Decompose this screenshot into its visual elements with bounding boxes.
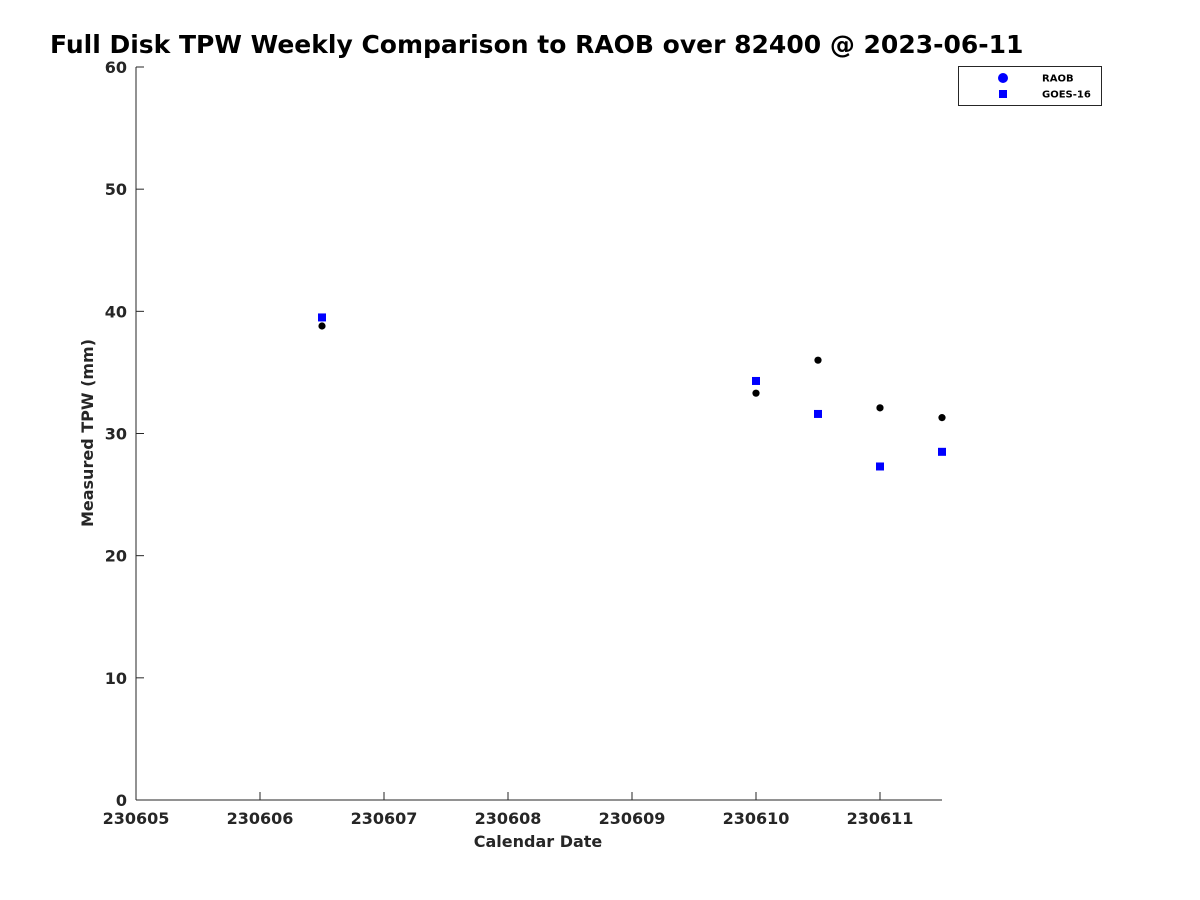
axes: 0 10 20 30 40 50 60 230605 230606 230607 230608 230… (103, 58, 942, 828)
legend-marker-goes-16 (999, 90, 1007, 98)
y-axis-label: Measured TPW (mm) (78, 339, 97, 527)
x-tick-label: 230608 (475, 809, 542, 828)
y-tick-label: 40 (105, 302, 127, 321)
legend-label-goes-16: GOES-16 (1042, 90, 1091, 101)
x-tick-label: 230605 (103, 809, 170, 828)
legend: RAOB GOES-16 (958, 66, 1102, 106)
y-tick-label: 10 (105, 669, 127, 688)
x-axis-label: Calendar Date (474, 832, 603, 851)
x-tick-label: 230609 (599, 809, 666, 828)
legend-label-raob: RAOB (1042, 74, 1074, 85)
x-tick-label: 230607 (351, 809, 418, 828)
goes-16-point (752, 376, 760, 385)
y-tick-label: 20 (105, 547, 127, 566)
goes-16-point (318, 313, 326, 322)
y-tick-label: 0 (116, 791, 127, 810)
raob-point (938, 414, 946, 422)
x-tick-label: 230610 (723, 809, 790, 828)
raob-point (318, 322, 326, 330)
y-tick-label: 50 (105, 180, 127, 199)
raob-point (876, 404, 884, 412)
legend-marker-raob (998, 73, 1008, 83)
raob-point (814, 356, 822, 364)
goes-16-point (938, 447, 946, 456)
x-tick-label: 230606 (227, 809, 294, 828)
raob-point (752, 389, 760, 397)
x-tick-label: 230611 (847, 809, 914, 828)
y-tick-label: 30 (105, 425, 127, 444)
legend-box (958, 66, 1102, 106)
chart-title: Full Disk TPW Weekly Comparison to RAOB … (50, 30, 1024, 59)
data-points (318, 313, 946, 471)
y-tick-label: 60 (105, 58, 127, 77)
goes-16-point (876, 462, 884, 471)
goes-16-point (814, 409, 822, 418)
